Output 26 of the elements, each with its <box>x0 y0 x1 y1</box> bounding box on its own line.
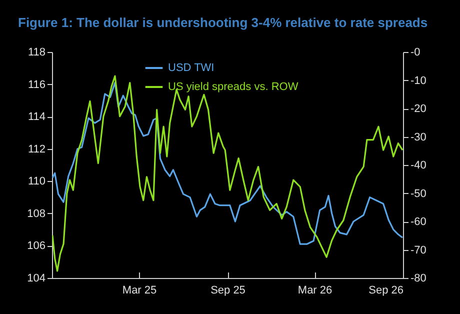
y2-tick-label: -70 <box>410 244 426 256</box>
y2-tick-label: -30 <box>410 131 426 144</box>
chart-title: Figure 1: The dollar is undershooting 3-4% relative to rate spreads <box>18 15 428 30</box>
y2-tick-label: -80 <box>410 272 426 284</box>
x-tick-label: Sep 25 <box>210 284 246 296</box>
legend-label: US yield spreads vs. ROW <box>168 81 299 93</box>
y2-tick-label: -40 <box>410 160 426 172</box>
x-tick-label: Sep 26 <box>368 284 404 296</box>
y-tick-label: 114 <box>28 111 46 124</box>
x-tick-label: Mar 25 <box>122 284 157 296</box>
y2-tick-label: -50 <box>410 188 426 200</box>
y-tick-label: 116 <box>28 78 46 91</box>
line-series <box>52 75 403 272</box>
line-series <box>52 82 403 245</box>
y-tick-label: 104 <box>27 272 46 284</box>
x-tick-label: Mar 26 <box>298 284 332 296</box>
y2-tick-label: -10 <box>410 74 426 87</box>
y-tick-label: 110 <box>28 176 46 188</box>
y2-tick-label: -60 <box>410 216 426 228</box>
y2-tick-label: -20 <box>410 103 426 115</box>
legend-label: USD TWI <box>168 62 214 74</box>
y-tick-label: 106 <box>27 240 46 252</box>
y2-tick-label: -0 <box>410 46 420 58</box>
y-tick-label: 108 <box>27 208 46 220</box>
y-tick-label: 112 <box>28 143 46 156</box>
y-tick-label: 118 <box>28 46 46 58</box>
